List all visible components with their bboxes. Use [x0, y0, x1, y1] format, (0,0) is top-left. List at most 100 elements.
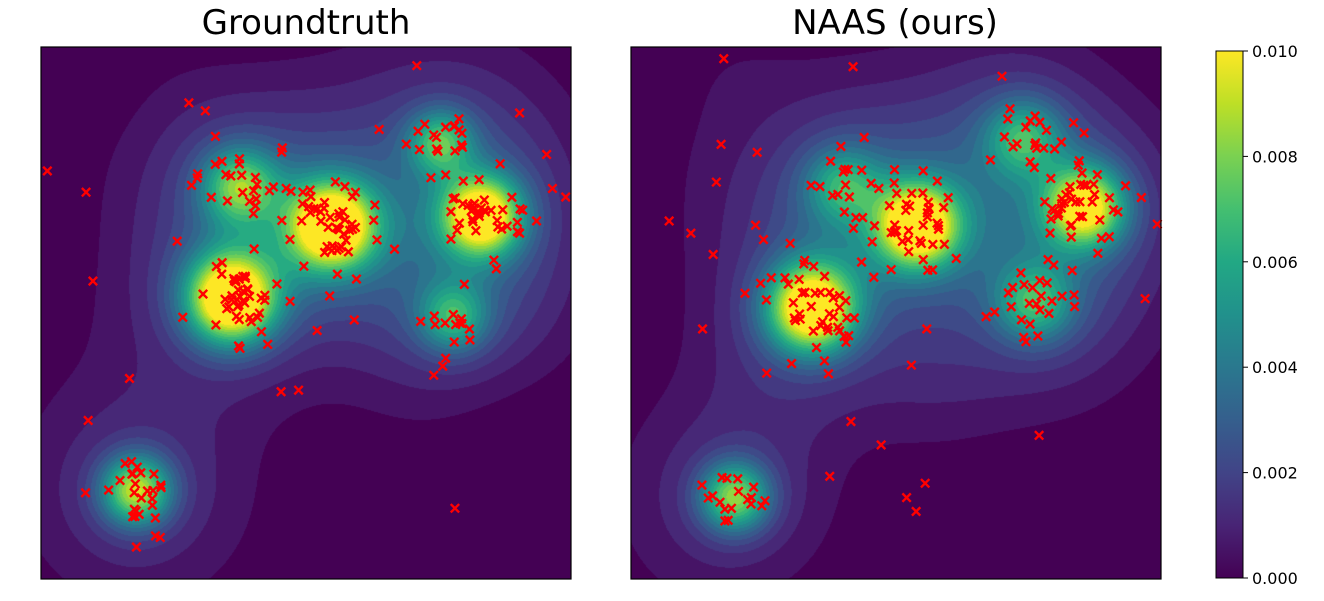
marker-x: [1074, 155, 1085, 166]
marker-x: [1056, 291, 1068, 302]
marker-x: [297, 198, 308, 209]
marker-x: [996, 71, 1008, 82]
marker-x: [531, 215, 542, 227]
marker-x: [1046, 213, 1057, 225]
marker-x: [325, 212, 336, 223]
marker-x: [547, 183, 558, 194]
marker-x: [1108, 204, 1119, 215]
marker-x: [124, 373, 135, 384]
marker-x: [440, 169, 451, 180]
markers-naas: [664, 53, 1163, 527]
marker-x: [237, 296, 249, 307]
marker-x: [459, 279, 470, 290]
marker-x: [697, 323, 708, 335]
heatmap-naas: [631, 47, 1161, 579]
marker-x: [454, 124, 465, 135]
marker-x: [739, 288, 750, 299]
marker-x: [210, 131, 221, 142]
marker-x: [884, 200, 895, 211]
marker-x: [1036, 291, 1047, 302]
marker-x: [350, 187, 361, 198]
heatmap-groundtruth: [41, 47, 571, 579]
marker-x: [517, 205, 528, 216]
panel-naas: NAAS (ours): [630, 3, 1163, 580]
marker-x: [839, 207, 850, 218]
marker-x: [303, 201, 314, 212]
marker-x: [869, 220, 880, 231]
marker-x: [1025, 156, 1036, 167]
marker-x: [808, 261, 819, 272]
marker-x: [252, 312, 263, 323]
marker-x: [452, 225, 463, 236]
marker-x: [904, 201, 915, 212]
marker-x: [234, 314, 245, 325]
marker-x: [411, 60, 422, 71]
marker-x: [759, 495, 770, 506]
marker-x: [1045, 228, 1056, 239]
marker-x: [541, 149, 552, 160]
marker-x: [999, 131, 1010, 142]
marker-x: [920, 478, 931, 489]
marker-x: [806, 180, 817, 191]
marker-x: [856, 257, 867, 268]
marker-x: [951, 253, 962, 264]
marker-x: [262, 339, 273, 350]
marker-x: [824, 308, 835, 319]
marker-x: [216, 269, 227, 280]
marker-x: [414, 144, 425, 155]
marker-x: [1039, 196, 1050, 207]
marker-x: [1024, 298, 1035, 309]
marker-x: [806, 301, 817, 312]
marker-x: [135, 467, 146, 478]
marker-x: [916, 238, 927, 249]
marker-x: [83, 415, 94, 426]
marker-x: [815, 287, 826, 298]
marker-x: [80, 487, 91, 498]
marker-x: [814, 181, 825, 192]
marker-x: [276, 215, 287, 226]
marker-x: [130, 478, 141, 489]
marker-x: [1027, 282, 1038, 293]
marker-x: [1152, 219, 1163, 230]
marker-x: [192, 168, 203, 179]
marker-x: [445, 234, 457, 245]
marker-x: [177, 312, 188, 323]
marker-x: [281, 183, 292, 194]
marker-x: [1069, 301, 1080, 312]
marker-x: [808, 325, 819, 337]
marker-x: [989, 307, 1000, 318]
marker-x: [1089, 189, 1100, 200]
marker-x: [742, 494, 753, 505]
marker-x: [891, 188, 902, 199]
colorbar-gradient: [1216, 51, 1243, 578]
axes-frame-groundtruth: [40, 46, 572, 580]
marker-x: [330, 176, 341, 187]
marker-x: [237, 187, 248, 198]
marker-x: [756, 500, 767, 511]
marker-x: [428, 370, 439, 381]
marker-x: [338, 229, 349, 240]
marker-x: [256, 326, 267, 337]
marker-x: [752, 147, 763, 158]
marker-x: [732, 473, 743, 484]
marker-x: [917, 188, 928, 199]
marker-x: [296, 215, 307, 226]
marker-x: [1034, 275, 1045, 286]
marker-x: [839, 331, 850, 342]
marker-x: [664, 215, 675, 227]
marker-x: [779, 272, 791, 283]
marker-x: [206, 192, 217, 203]
marker-x: [315, 206, 326, 217]
marker-x: [248, 208, 259, 219]
marker-x: [1140, 293, 1151, 304]
marker-x: [276, 386, 287, 397]
marker-x: [1030, 111, 1041, 122]
marker-x: [906, 188, 917, 199]
marker-x: [1007, 282, 1018, 293]
marker-x: [491, 263, 502, 274]
marker-x: [726, 503, 737, 514]
marker-x: [1066, 232, 1077, 243]
marker-x: [497, 204, 508, 215]
marker-x: [1120, 180, 1131, 191]
